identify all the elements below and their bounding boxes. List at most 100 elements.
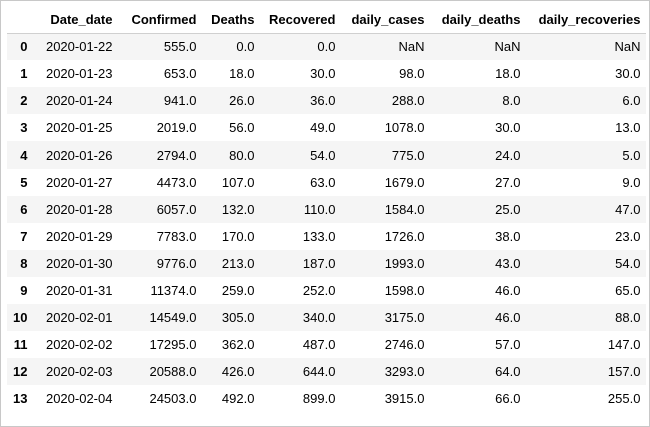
recovered-cell: 487.0 [302, 337, 336, 353]
daily-deaths-cell: 25.0 [495, 201, 521, 217]
confirmed-cell: 941.0 [163, 93, 197, 109]
date-cell: 2020-01-27 [45, 174, 113, 190]
deaths-cell: 362.0 [221, 337, 255, 353]
row-index: 3 [20, 120, 28, 136]
confirmed-cell: 6057.0 [156, 201, 197, 217]
table-row: 3 2020-01-25 2019.0 56.0 49.0 1078.0 30.0 13.0 [7, 114, 647, 142]
column-header-deaths: Deaths [202, 6, 261, 34]
row-index: 2 [20, 93, 28, 109]
recovered-cell: 36.0 [310, 93, 336, 109]
row-index: 1 [20, 66, 28, 82]
row-index: 0 [20, 39, 28, 55]
date-cell: 2020-01-30 [45, 255, 113, 271]
table-row: 13 2020-02-04 24503.0 492.0 899.0 3915.0 66.0 2… [7, 385, 647, 413]
confirmed-cell: 14549.0 [149, 310, 197, 326]
header-row: Date_date Confirmed Deaths Recovered dai… [7, 6, 647, 34]
daily-cases-cell: 1993.0 [384, 255, 425, 271]
recovered-cell: 899.0 [302, 391, 336, 407]
recovered-cell: 63.0 [310, 174, 336, 190]
table-row: 6 2020-01-28 6057.0 132.0 110.0 1584.0 25.0 47.… [7, 195, 647, 223]
row-index: 9 [20, 282, 28, 298]
daily-recoveries-cell: 147.0 [607, 337, 641, 353]
table-row: 5 2020-01-27 4473.0 107.0 63.0 1679.0 27.0 9.0 [7, 168, 647, 196]
deaths-cell: 56.0 [229, 120, 255, 136]
table-row: 9 2020-01-31 11374.0 259.0 252.0 1598.0 46.0 65… [7, 276, 647, 305]
table-row: 7 2020-01-29 7783.0 170.0 133.0 1726.0 38.0 23.… [7, 222, 647, 250]
recovered-cell: 0.0 [317, 39, 336, 55]
daily-cases-cell: 1584.0 [384, 201, 425, 217]
daily-deaths-cell: 8.0 [502, 93, 521, 109]
daily-recoveries-cell: 13.0 [615, 120, 641, 136]
row-index: 12 [13, 364, 28, 380]
daily-recoveries-cell: 6.0 [622, 93, 641, 109]
daily-recoveries-cell: 30.0 [615, 66, 641, 82]
date-cell: 2020-02-03 [45, 364, 113, 380]
daily-recoveries-cell: 54.0 [615, 255, 641, 271]
daily-recoveries-cell: NaN [614, 39, 641, 55]
deaths-cell: 26.0 [229, 93, 255, 109]
recovered-cell: 252.0 [302, 282, 336, 298]
deaths-cell: 426.0 [221, 364, 255, 380]
date-cell: 2020-01-29 [45, 228, 113, 244]
daily-cases-cell: 3175.0 [384, 310, 425, 326]
deaths-cell: 492.0 [221, 391, 255, 407]
daily-cases-cell: 3293.0 [384, 364, 425, 380]
row-index: 4 [20, 147, 28, 163]
row-index: 10 [13, 310, 28, 326]
row-index: 8 [20, 255, 28, 271]
daily-deaths-cell: 43.0 [495, 255, 521, 271]
column-header-confirmed: Confirmed [118, 6, 203, 34]
daily-deaths-cell: 24.0 [495, 147, 521, 163]
daily-cases-cell: 288.0 [391, 93, 425, 109]
deaths-cell: 170.0 [221, 228, 255, 244]
confirmed-cell: 17295.0 [149, 337, 197, 353]
table-row: 12 2020-02-03 20588.0 426.0 644.0 3293.0 64.0 1… [7, 358, 647, 386]
row-index: 6 [20, 201, 28, 217]
confirmed-cell: 20588.0 [149, 364, 197, 380]
daily-deaths-cell: NaN [494, 39, 521, 55]
row-index: 5 [20, 174, 28, 190]
date-cell: 2020-01-25 [45, 120, 113, 136]
daily-recoveries-cell: 23.0 [615, 228, 641, 244]
daily-recoveries-cell: 88.0 [615, 310, 641, 326]
table-row: 4 2020-01-26 2794.0 80.0 54.0 775.0 24.0 5.0 [7, 141, 647, 169]
recovered-cell: 340.0 [302, 310, 336, 326]
daily-cases-cell: 1598.0 [384, 282, 425, 298]
date-cell: 2020-02-01 [45, 310, 113, 326]
row-index: 11 [13, 337, 28, 353]
table-body: 0 2020-01-22 555.0 0.0 0.0 NaN NaN NaN 1 2020-01-… [7, 33, 647, 413]
table-row: 1 2020-01-23 653.0 18.0 30.0 98.0 18.0 30.0 [7, 60, 647, 88]
row-index: 7 [20, 228, 28, 244]
daily-cases-cell: 98.0 [399, 66, 425, 82]
deaths-cell: 213.0 [221, 255, 255, 271]
daily-deaths-cell: 46.0 [495, 282, 521, 298]
daily-deaths-cell: 57.0 [495, 337, 521, 353]
daily-cases-cell: 3915.0 [384, 391, 425, 407]
index-header [7, 6, 34, 34]
deaths-cell: 0.0 [236, 39, 255, 55]
confirmed-cell: 555.0 [163, 39, 197, 55]
row-index: 13 [13, 391, 28, 407]
daily-cases-cell: 1078.0 [384, 120, 425, 136]
daily-deaths-cell: 30.0 [495, 120, 521, 136]
confirmed-cell: 2794.0 [156, 147, 197, 163]
date-cell: 2020-01-24 [45, 93, 113, 109]
confirmed-cell: 7783.0 [156, 228, 197, 244]
daily-cases-cell: 1726.0 [384, 228, 425, 244]
date-cell: 2020-01-26 [45, 147, 113, 163]
date-cell: 2020-01-22 [45, 39, 113, 55]
daily-deaths-cell: 64.0 [495, 364, 521, 380]
deaths-cell: 80.0 [229, 147, 255, 163]
confirmed-cell: 9776.0 [156, 255, 197, 271]
deaths-cell: 305.0 [221, 310, 255, 326]
daily-deaths-cell: 66.0 [495, 391, 521, 407]
deaths-cell: 18.0 [229, 66, 255, 82]
date-cell: 2020-01-31 [45, 282, 113, 298]
column-header-date: Date_date [33, 6, 119, 34]
confirmed-cell: 11374.0 [150, 282, 197, 298]
recovered-cell: 110.0 [303, 201, 336, 217]
table-row: 10 2020-02-01 14549.0 305.0 340.0 3175.0 46.0 8… [7, 304, 647, 332]
recovered-cell: 187.0 [302, 255, 336, 271]
recovered-cell: 133.0 [302, 228, 336, 244]
